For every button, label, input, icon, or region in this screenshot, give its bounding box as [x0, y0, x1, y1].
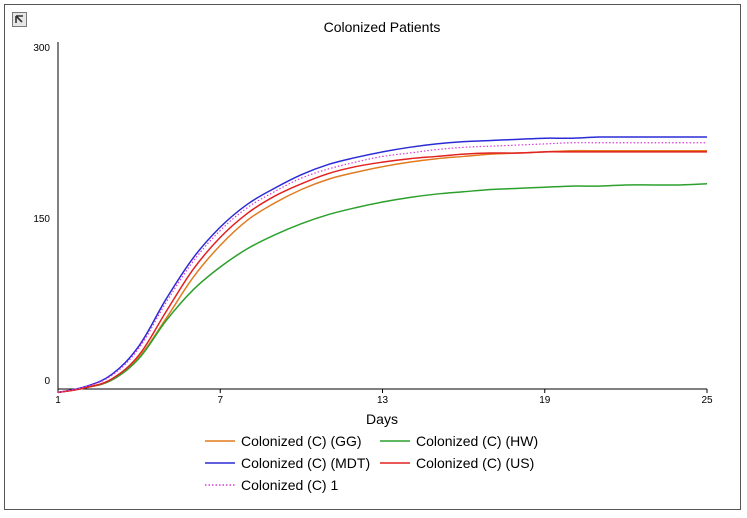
series-line-0 — [57, 149, 707, 394]
expand-icon[interactable] — [12, 12, 27, 27]
legend-label: Colonized (C) (US) — [416, 455, 534, 471]
x-tick-label: 19 — [539, 395, 551, 406]
legend-label: Colonized (C) (HW) — [416, 433, 538, 449]
y-tick-label: 150 — [33, 214, 50, 225]
y-tick-label: 300 — [33, 43, 50, 54]
x-tick-label: 7 — [217, 395, 223, 406]
x-tick-marks — [57, 389, 708, 393]
series-line-2 — [57, 136, 708, 394]
y-tick-label: 0 — [44, 376, 50, 387]
x-tick-label: 13 — [377, 395, 389, 406]
legend-item-mdt[interactable]: Colonized (C) (MDT) — [205, 455, 370, 471]
series-lines — [57, 136, 708, 394]
series-line-3 — [57, 151, 707, 394]
legend-item-hw[interactable]: Colonized (C) (HW) — [380, 433, 538, 449]
legend-item-1[interactable]: Colonized (C) 1 — [205, 477, 338, 493]
legend-label: Colonized (C) (MDT) — [241, 455, 370, 471]
y-tick-labels: 0 150 300 — [33, 43, 50, 387]
legend-label: Colonized (C) (GG) — [241, 433, 362, 449]
chart-title: Colonized Patients — [324, 19, 441, 35]
series-line-4 — [57, 142, 707, 394]
x-axis-label: Days — [366, 411, 398, 427]
legend-item-gg[interactable]: Colonized (C) (GG) — [205, 433, 362, 449]
x-tick-labels: 1 7 13 19 25 — [55, 395, 713, 406]
legend-label: Colonized (C) 1 — [241, 477, 338, 493]
series-line-1 — [57, 183, 708, 394]
legend-item-us[interactable]: Colonized (C) (US) — [380, 455, 534, 471]
legend: Colonized (C) (GG) Colonized (C) (HW) Co… — [205, 433, 538, 493]
x-tick-label: 25 — [701, 395, 713, 406]
x-tick-label: 1 — [55, 395, 61, 406]
chart-frame — [4, 4, 741, 510]
